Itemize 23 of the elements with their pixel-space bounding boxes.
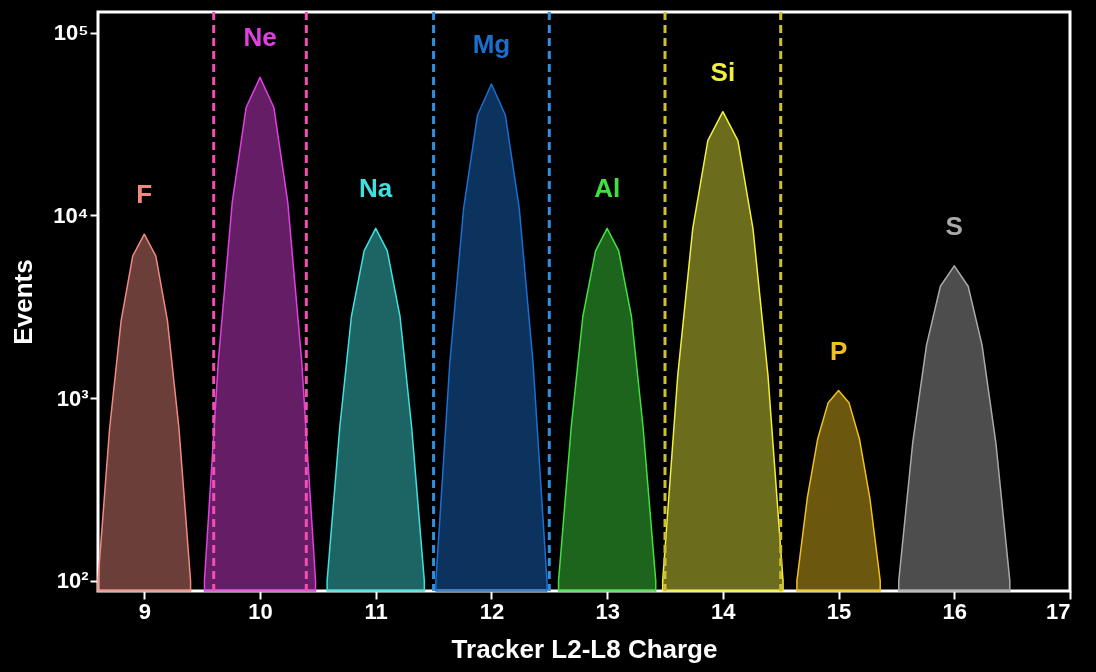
y-axis-title: Events xyxy=(8,259,39,345)
x-tick-label: 13 xyxy=(595,598,620,624)
series-label: Si xyxy=(710,56,736,87)
series-label: Mg xyxy=(472,28,511,59)
x-tick-label: 17 xyxy=(1046,598,1071,624)
y-tick-label: 10³ xyxy=(56,385,89,411)
y-tick-label: 10² xyxy=(56,568,89,594)
x-axis-title: Tracker L2-L8 Charge xyxy=(451,633,718,664)
series-label: S xyxy=(945,210,963,241)
series-label: P xyxy=(829,335,848,366)
series-label: Na xyxy=(359,173,393,204)
series-label: F xyxy=(136,179,153,210)
y-tick-label: 10⁴ xyxy=(53,203,89,228)
y-tick-label: 10⁵ xyxy=(53,20,89,46)
x-tick-label: 12 xyxy=(479,598,505,624)
x-tick-label: 10 xyxy=(248,598,273,624)
x-tick-label: 14 xyxy=(711,598,737,624)
x-tick-label: 9 xyxy=(138,598,151,624)
x-tick-label: 16 xyxy=(942,598,968,624)
series-label: Ne xyxy=(243,22,277,53)
x-tick-label: 11 xyxy=(364,598,388,624)
series-label: Al xyxy=(594,173,621,204)
x-tick-label: 15 xyxy=(826,598,852,624)
